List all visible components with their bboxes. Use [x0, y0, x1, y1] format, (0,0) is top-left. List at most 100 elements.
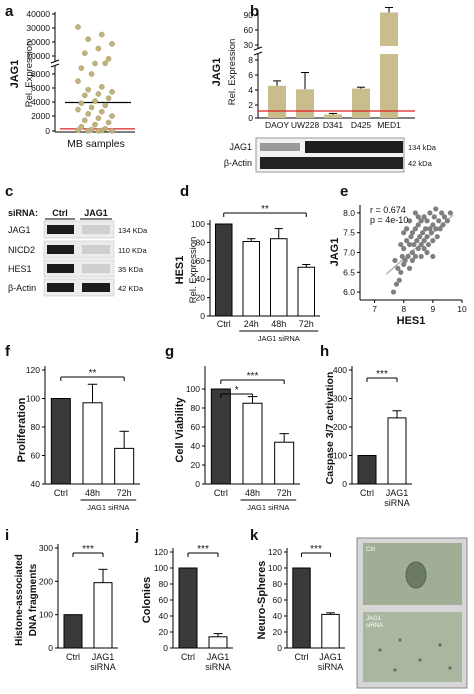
blot-row-label-b: JAG1 [229, 142, 252, 152]
panel-letter-g: g [165, 343, 174, 360]
y-tick-label-a: 40000 [26, 9, 50, 19]
y-tick-label-d: 20 [196, 293, 206, 303]
data-point-e [422, 226, 429, 232]
data-point-a [75, 24, 81, 30]
data-point-e [412, 210, 418, 216]
data-point-e [418, 241, 424, 248]
y-tick-label-b: 0 [248, 113, 253, 123]
x-tick-label-d: 24h [244, 319, 259, 329]
panel-letter-f: f [5, 343, 11, 360]
data-point-e [390, 289, 397, 295]
sig-star-f: ** [89, 368, 97, 379]
group-label-f: JAG1 siRNA [87, 503, 129, 512]
y-tick-label-d: 0 [200, 311, 205, 321]
y-tick-label-d: 100 [191, 219, 205, 229]
data-point-a [85, 36, 91, 43]
blot-band-actin-b [260, 157, 403, 169]
y-tick-label-k: 20 [273, 627, 283, 637]
data-point-e [395, 265, 401, 271]
cell-dot-k [378, 648, 382, 652]
data-point-e [436, 218, 442, 224]
x-tick-label-b: D425 [351, 120, 372, 130]
y-tick-label-b: 90 [244, 10, 254, 20]
data-point-a [75, 127, 81, 133]
data-point-e [399, 253, 405, 260]
blot-header-label-c: siRNA: [8, 208, 38, 218]
sig-star-k: *** [310, 544, 322, 555]
data-point-a [99, 31, 105, 38]
blot-row-label-b: β-Actin [224, 158, 252, 168]
y-tick-label-i: 300 [39, 543, 53, 553]
neurosphere-k [405, 561, 427, 589]
y-axis-label-k: Neuro-Spheres [256, 561, 268, 640]
y-tick-label-d: 40 [196, 274, 206, 284]
data-point-e [393, 281, 400, 287]
sig-star-j: *** [197, 544, 209, 555]
data-point-a [75, 106, 81, 113]
data-point-a [109, 89, 115, 95]
bar-i [63, 614, 83, 649]
x-tick-label-d: 72h [299, 319, 314, 329]
data-point-a [78, 123, 85, 130]
bar-b [380, 12, 398, 118]
data-point-e [427, 226, 433, 232]
data-point-e [424, 218, 430, 224]
y-axis-label-a: Rel. Expression [24, 41, 35, 108]
data-point-a [95, 115, 102, 121]
y-axis-label-i: Histone-associated [14, 554, 25, 646]
cell-dot-k [448, 666, 452, 670]
y-tick-label-a: 8000 [31, 69, 50, 79]
y-gene-label-a: JAG1 [9, 60, 21, 89]
y-axis-label-j: Colonies [141, 577, 153, 623]
cell-dot-k [418, 658, 422, 662]
blot-row-label-c: β-Actin [8, 283, 36, 293]
data-point-a [82, 117, 88, 124]
data-point-e [406, 218, 413, 224]
data-point-a [109, 127, 115, 134]
blot-band-c [82, 264, 110, 273]
y-tick-label-g: 60 [191, 422, 201, 432]
x-tick-label-j: JAG1 [207, 652, 230, 662]
y-tick-label-h: 300 [333, 394, 347, 404]
data-point-a [92, 121, 98, 128]
data-point-e [401, 245, 407, 252]
bar-j [208, 636, 228, 649]
data-point-e [424, 234, 430, 240]
data-point-e [437, 226, 443, 232]
data-point-a [88, 104, 95, 111]
data-point-e [411, 241, 417, 248]
blot-band-c [47, 283, 74, 292]
y-axis-label-e: JAG1 [329, 238, 341, 267]
panel-letter-j: j [134, 527, 139, 544]
data-point-a [95, 45, 102, 52]
bar-h [357, 455, 377, 485]
y-tick-label-g: 80 [191, 403, 201, 413]
data-point-a [85, 127, 91, 134]
x-tick-label-k: Ctrl [295, 652, 309, 662]
image-label-ctrl-k: Ctrl [366, 547, 375, 553]
data-point-e [409, 257, 416, 264]
blot-band-c [82, 225, 110, 234]
axis-break-a [51, 62, 59, 66]
y-tick-label-f: 100 [26, 394, 40, 404]
y-tick-label-j: 80 [159, 579, 169, 589]
y-tick-label-b: 60 [244, 25, 254, 35]
y-tick-label-f: 80 [31, 422, 41, 432]
data-point-a [109, 113, 115, 119]
bar-d [242, 240, 260, 317]
x-tick-label-f: 72h [117, 488, 132, 498]
panel-letter-h: h [320, 343, 329, 360]
blot-band-c [82, 283, 110, 292]
x-tick-label-i: Ctrl [66, 652, 80, 662]
data-point-e [433, 206, 439, 212]
y-tick-label-b: 2 [248, 100, 253, 110]
data-point-a [75, 78, 81, 84]
y-tick-label-b: 4 [248, 85, 253, 95]
y-tick-label-f: 40 [31, 479, 41, 489]
y-axis-label-i: DNA fragments [28, 563, 39, 636]
y-tick-label-k: 120 [268, 547, 282, 557]
data-point-e [409, 230, 416, 236]
y-tick-label-h: 0 [342, 479, 347, 489]
bar-h [387, 417, 407, 485]
image-label-jag1-k: JAG1 [366, 616, 382, 622]
